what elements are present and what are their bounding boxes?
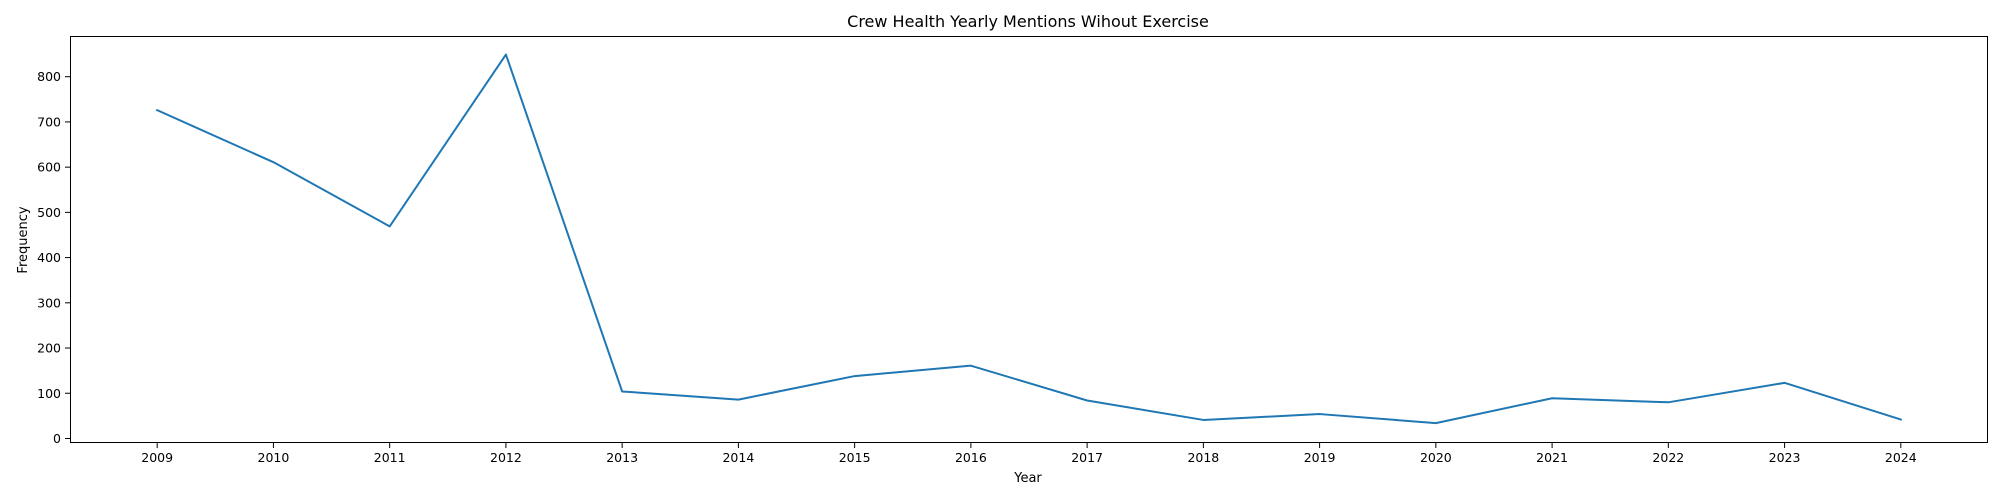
x-tick-label: 2010 (258, 450, 290, 465)
y-tick-label: 200 (37, 341, 61, 356)
y-tick-label: 0 (53, 431, 61, 446)
plot-area (155, 53, 1903, 425)
y-tick-label: 300 (37, 295, 61, 310)
y-tick-label: 600 (37, 160, 61, 175)
x-axis-label: Year (1013, 471, 1042, 486)
x-tick-label: 2018 (1187, 450, 1219, 465)
y-axis: 0 100 200 300 400 500 600 700 800 (37, 69, 70, 446)
x-tick-label: 2023 (1769, 450, 1801, 465)
x-axis: 2009 2010 2011 2012 2013 2014 2015 2016 2017 2018… (141, 443, 1917, 465)
x-tick-label: 2020 (1420, 450, 1452, 465)
x-tick-label: 2011 (374, 450, 406, 465)
x-tick-label: 2022 (1652, 450, 1684, 465)
x-tick-label: 2012 (490, 450, 522, 465)
y-tick-label: 400 (37, 250, 61, 265)
x-tick-label: 2009 (141, 450, 173, 465)
x-tick-label: 2015 (839, 450, 871, 465)
y-tick-label: 700 (37, 114, 61, 129)
y-tick-label: 800 (37, 69, 61, 84)
x-tick-label: 2024 (1885, 450, 1917, 465)
series-line-0 (155, 53, 1903, 425)
x-tick-label: 2014 (722, 450, 754, 465)
x-tick-label: 2021 (1536, 450, 1568, 465)
axes-frame (70, 36, 1988, 443)
chart-title: Crew Health Yearly Mentions Wihout Exerc… (847, 12, 1209, 31)
x-tick-label: 2016 (955, 450, 987, 465)
x-tick-label: 2017 (1071, 450, 1103, 465)
y-tick-label: 500 (37, 205, 61, 220)
x-tick-label: 2019 (1304, 450, 1336, 465)
y-axis-label: Frequency (16, 206, 31, 273)
y-tick-label: 100 (37, 386, 61, 401)
x-tick-label: 2013 (606, 450, 638, 465)
